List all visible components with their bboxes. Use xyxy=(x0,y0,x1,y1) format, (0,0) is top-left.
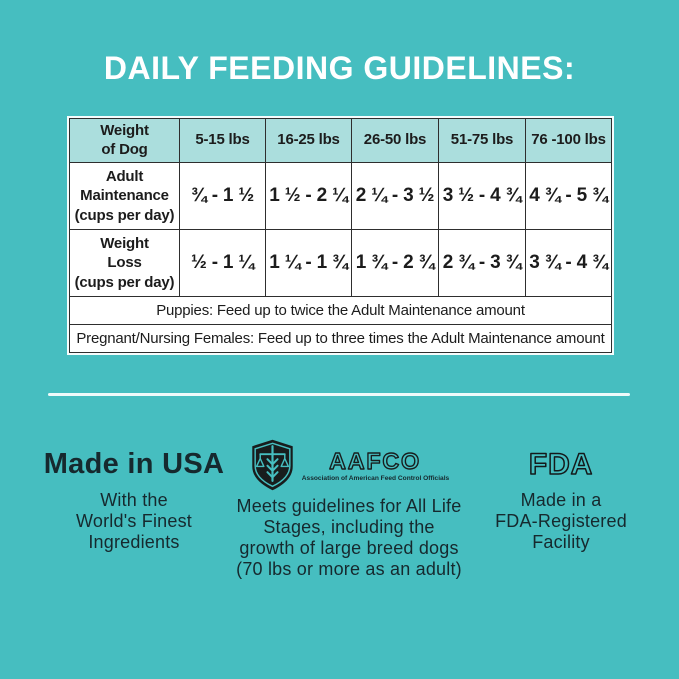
aafco-wordmark: AAFCO Association of American Feed Contr… xyxy=(302,448,449,482)
header-76-100-lbs: 76 -100 lbs xyxy=(525,118,612,163)
aafco-logo-subtitle: Association of American Feed Control Off… xyxy=(301,475,450,482)
table-cell: 1 ¼ - 1 ¾ xyxy=(265,229,352,297)
table-cell: 2 ¼ - 3 ½ xyxy=(351,162,439,230)
puppies-note: Puppies: Feed up to twice the Adult Main… xyxy=(69,296,612,325)
table-cell: 4 ¾ - 5 ¾ xyxy=(525,162,612,230)
page-title: DAILY FEEDING GUIDELINES: xyxy=(103,50,576,86)
table-row-adult-maintenance: Adult Maintenance (cups per day) ¾ - 1 ½… xyxy=(69,162,612,230)
header-51-75-lbs: 51-75 lbs xyxy=(438,118,526,163)
made-in-usa-heading: Made in USA xyxy=(43,448,225,480)
fda-section: FDA Made in a FDA-Registered Facility xyxy=(477,446,645,553)
divider-line xyxy=(48,393,630,396)
made-in-usa-subtext: With the World's Finest Ingredients xyxy=(76,490,192,552)
aafco-logo: AAFCO Association of American Feed Contr… xyxy=(222,439,476,491)
header-26-50-lbs: 26-50 lbs xyxy=(351,118,439,163)
row-label-adult-maintenance: Adult Maintenance (cups per day) xyxy=(69,162,180,230)
table-header-row: Weight of Dog 5-15 lbs 16-25 lbs 26-50 l… xyxy=(69,118,612,163)
row-label-weight-loss: Weight Loss (cups per day) xyxy=(69,229,180,297)
aafco-section: AAFCO Association of American Feed Contr… xyxy=(222,439,476,580)
table-row-pregnant-note: Pregnant/Nursing Females: Feed up to thr… xyxy=(69,324,612,353)
table-cell: 3 ¾ - 4 ¾ xyxy=(525,229,612,297)
svg-text:AAFCO: AAFCO xyxy=(330,448,422,474)
table-cell: ¾ - 1 ½ xyxy=(179,162,266,230)
fda-logo-icon: FDA xyxy=(528,447,593,482)
pregnant-nursing-note: Pregnant/Nursing Females: Feed up to thr… xyxy=(69,324,612,353)
aafco-description: Meets guidelines for All Life Stages, in… xyxy=(236,496,462,579)
table-cell: 1 ¾ - 2 ¾ xyxy=(351,229,439,297)
header-16-25-lbs: 16-25 lbs xyxy=(265,118,352,163)
header-5-15-lbs: 5-15 lbs xyxy=(179,118,266,163)
table-row-weight-loss: Weight Loss (cups per day) ½ - 1 ¼ 1 ¼ -… xyxy=(69,229,612,297)
made-in-usa-section: Made in USA With the World's Finest Ingr… xyxy=(38,448,230,553)
header-weight-of-dog: Weight of Dog xyxy=(69,118,180,163)
table-row-puppies-note: Puppies: Feed up to twice the Adult Main… xyxy=(69,296,612,325)
svg-text:FDA: FDA xyxy=(529,448,593,481)
feeding-guidelines-table: Weight of Dog 5-15 lbs 16-25 lbs 26-50 l… xyxy=(69,118,612,353)
fda-description: Made in a FDA-Registered Facility xyxy=(495,490,627,552)
table-cell: ½ - 1 ¼ xyxy=(179,229,266,297)
aafco-logo-text: AAFCO xyxy=(329,448,422,474)
aafco-shield-icon xyxy=(252,439,293,491)
table-cell: 3 ½ - 4 ¾ xyxy=(438,162,526,230)
table-cell: 1 ½ - 2 ¼ xyxy=(265,162,352,230)
table-cell: 2 ¾ - 3 ¾ xyxy=(438,229,526,297)
